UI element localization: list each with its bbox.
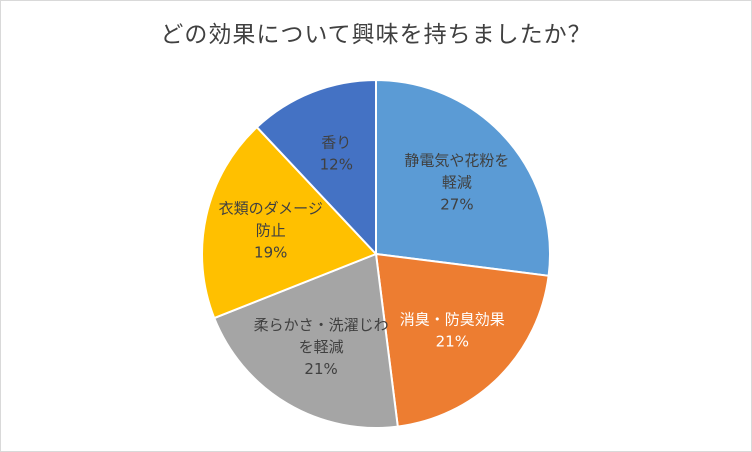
pie-slice-1 — [374, 252, 550, 428]
pie-percent-label: 21% — [436, 332, 469, 350]
pie-label-3: 衣類のダメージ防止 19% — [219, 199, 323, 261]
pie-slice-0 — [375, 78, 551, 277]
pie-label-text: 防止 — [256, 221, 286, 239]
pie-label-0: 静電気や花粉を軽減 27% — [404, 152, 509, 214]
pie-slice-4 — [255, 78, 377, 257]
pie-label-2: 柔らかさ・洗濯じわを軽減 21% — [254, 316, 389, 378]
chart-title: どの効果について興味を持ちましたか？ — [160, 22, 592, 48]
pie-label-text: 消臭・防臭効果 — [400, 310, 505, 328]
pie-label-text: 軽減 — [442, 174, 472, 192]
pie-label-4: 香り 12% — [320, 134, 353, 174]
pie-percent-label: 12% — [320, 156, 353, 174]
pie-label-text: 衣類のダメージ — [219, 199, 323, 217]
pie-label-text: 香り — [321, 134, 351, 152]
pie-percent-label: 27% — [440, 196, 473, 214]
pie-percent-label: 19% — [254, 243, 287, 261]
pie-label-1: 消臭・防臭効果 21% — [400, 310, 505, 350]
pie-percent-label: 21% — [304, 360, 337, 378]
pie-label-text: 静電気や花粉を — [404, 152, 509, 170]
pie-label-text: 柔らかさ・洗濯じわ — [254, 316, 389, 334]
pie-label-text: を軽減 — [299, 338, 344, 356]
pie-slices — [201, 78, 551, 429]
pie-slice-2 — [212, 252, 399, 429]
pie-labels: 静電気や花粉を軽減 27% 消臭・防臭効果 21% 柔らかさ・洗濯じわを軽減 21% 衣類の… — [219, 134, 510, 378]
pie-slice-3 — [201, 125, 378, 320]
